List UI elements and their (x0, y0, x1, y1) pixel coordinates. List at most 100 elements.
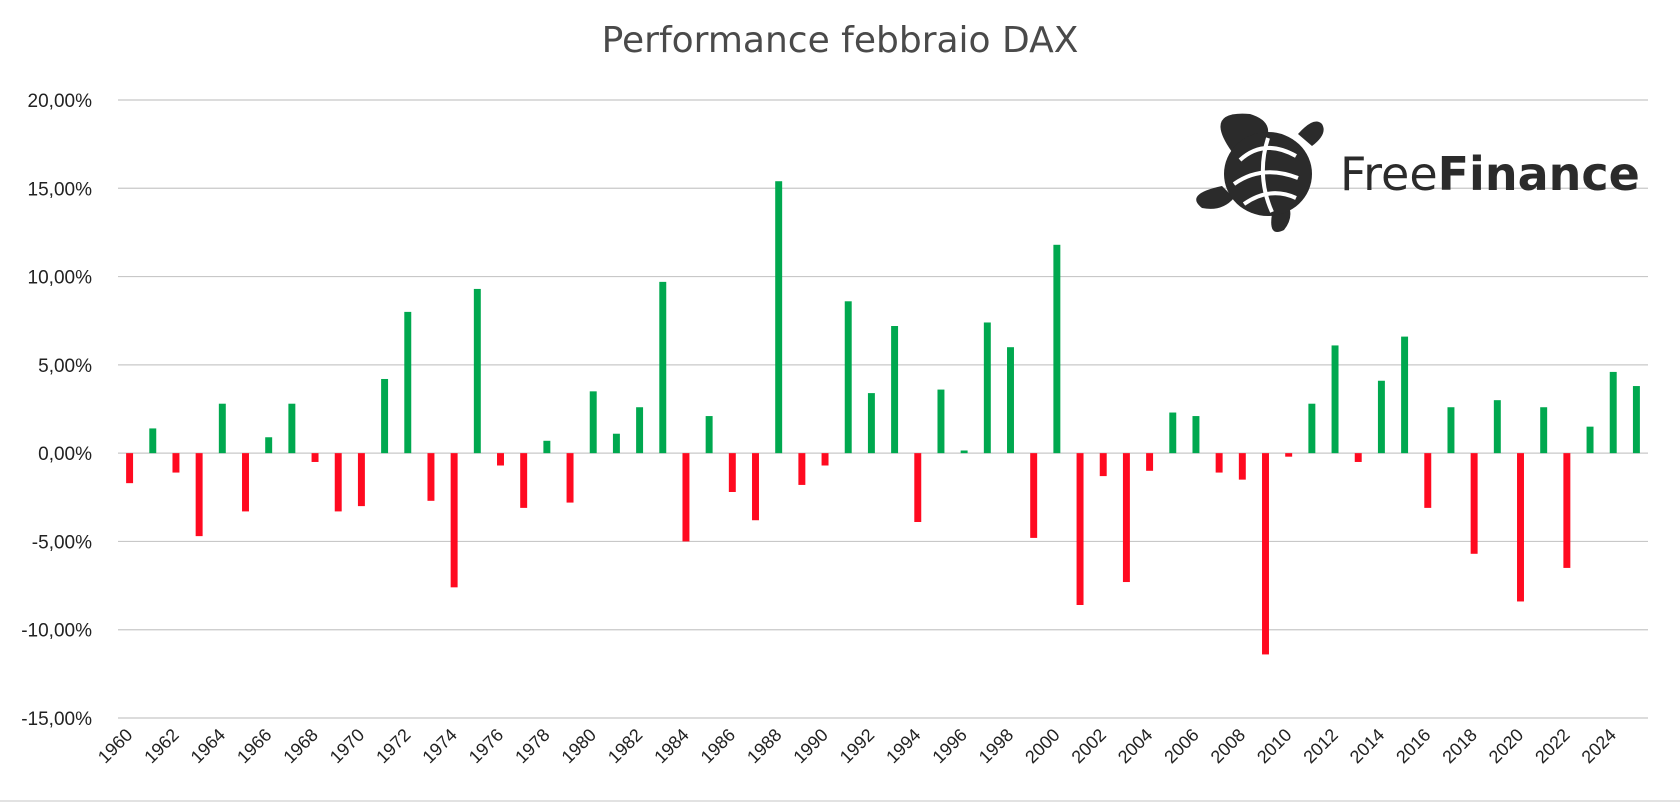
bar-1995 (937, 389, 945, 454)
bars (126, 181, 1640, 655)
x-tick-label: 1980 (558, 725, 600, 767)
bar-1984 (682, 453, 690, 542)
bar-1974 (450, 453, 458, 588)
bar-2025 (1632, 386, 1640, 454)
y-tick-label: -10,00% (21, 621, 92, 642)
bar-1986 (728, 453, 736, 492)
bar-2016 (1424, 453, 1432, 508)
x-tick-label: 2024 (1578, 725, 1620, 767)
x-tick-label: 1974 (419, 725, 461, 767)
logo-text-finance: Finance (1438, 147, 1640, 201)
bar-1971 (381, 378, 389, 454)
bar-1978 (543, 440, 551, 454)
x-tick-label: 1984 (650, 725, 692, 767)
freefinance-logo: FreeFinance (1196, 113, 1640, 232)
bar-2007 (1215, 453, 1223, 473)
bar-2020 (1517, 453, 1524, 602)
bar-2014 (1377, 380, 1385, 454)
x-tick-label: 1964 (187, 725, 229, 767)
bar-1981 (612, 433, 620, 454)
y-tick-label: -15,00% (21, 709, 92, 730)
x-axis-tick-labels: 1960 1962 1964 1966 1968 1970 1972 1974 1976 1978… (94, 725, 1620, 767)
bar-2021 (1540, 407, 1548, 454)
bar-2018 (1470, 453, 1478, 554)
x-tick-label: 1966 (233, 725, 275, 767)
chart-title: Performance febbraio DAX (602, 20, 1079, 61)
bar-1990 (821, 453, 829, 466)
bar-2017 (1447, 407, 1455, 454)
x-tick-label: 2010 (1253, 725, 1295, 767)
bar-1999 (1030, 453, 1038, 538)
bar-1983 (659, 281, 667, 454)
bar-1962 (172, 453, 180, 473)
bar-2015 (1401, 336, 1409, 454)
svg-text:FreeFinance: FreeFinance (1340, 147, 1640, 201)
bar-1987 (752, 453, 759, 521)
x-tick-label: 2008 (1207, 725, 1249, 767)
bar-1998 (1007, 347, 1014, 454)
bar-2024 (1609, 371, 1617, 454)
x-tick-label: 1962 (140, 725, 182, 767)
bar-1968 (311, 453, 319, 462)
x-tick-label: 1994 (882, 725, 924, 767)
bar-2022 (1563, 453, 1571, 568)
bar-2011 (1308, 403, 1316, 454)
bar-1989 (798, 453, 806, 485)
bar-1963 (195, 453, 203, 537)
bar-1977 (520, 453, 528, 508)
gridlines (0, 99, 1680, 802)
bar-2003 (1122, 453, 1130, 583)
x-tick-label: 1992 (836, 725, 878, 767)
bar-1972 (404, 311, 412, 454)
bar-1992 (867, 393, 875, 454)
bar-2023 (1586, 426, 1594, 454)
bar-1979 (566, 453, 574, 503)
bar-2008 (1238, 453, 1246, 480)
x-tick-label: 2020 (1485, 725, 1527, 767)
x-tick-label: 1978 (511, 725, 553, 767)
bar-2012 (1331, 345, 1339, 454)
x-tick-label: 2016 (1392, 725, 1434, 767)
bar-1964 (218, 403, 226, 454)
bar-2006 (1192, 416, 1200, 454)
bar-1997 (983, 322, 991, 454)
x-tick-label: 1998 (975, 725, 1017, 767)
bar-1976 (497, 453, 504, 466)
bar-2004 (1146, 453, 1154, 471)
bar-1973 (427, 453, 435, 501)
bar-1966 (265, 437, 273, 454)
x-tick-label: 1986 (697, 725, 739, 767)
x-tick-label: 1990 (789, 725, 831, 767)
bar-2010 (1285, 453, 1293, 457)
bar-2009 (1262, 453, 1269, 655)
bar-2005 (1169, 412, 1177, 454)
bar-2001 (1076, 453, 1084, 605)
y-tick-label: 0,00% (38, 444, 92, 465)
bar-1993 (891, 326, 899, 454)
logo-text-free: Free (1340, 147, 1438, 201)
bar-2019 (1493, 400, 1501, 454)
x-tick-label: 2000 (1021, 725, 1063, 767)
turtle-icon (1196, 113, 1324, 232)
x-tick-label: 2014 (1346, 725, 1388, 767)
x-tick-label: 2018 (1439, 725, 1481, 767)
bar-1994 (914, 453, 922, 523)
x-tick-label: 2022 (1531, 725, 1573, 767)
x-tick-label: 2012 (1299, 725, 1341, 767)
y-tick-label: 5,00% (38, 356, 92, 377)
bar-1975 (473, 288, 481, 454)
y-tick-label: 10,00% (28, 268, 93, 289)
y-tick-label: 15,00% (28, 179, 93, 200)
bar-1985 (705, 416, 713, 454)
bar-2000 (1053, 244, 1061, 454)
x-tick-label: 1972 (372, 725, 414, 767)
y-tick-label: 20,00% (28, 91, 93, 112)
bar-1961 (149, 428, 157, 454)
bar-1970 (357, 453, 365, 507)
bar-2013 (1354, 453, 1362, 462)
bar-1980 (589, 391, 597, 454)
bar-2002 (1099, 453, 1107, 477)
x-tick-label: 1968 (279, 725, 321, 767)
bar-1991 (844, 301, 852, 454)
